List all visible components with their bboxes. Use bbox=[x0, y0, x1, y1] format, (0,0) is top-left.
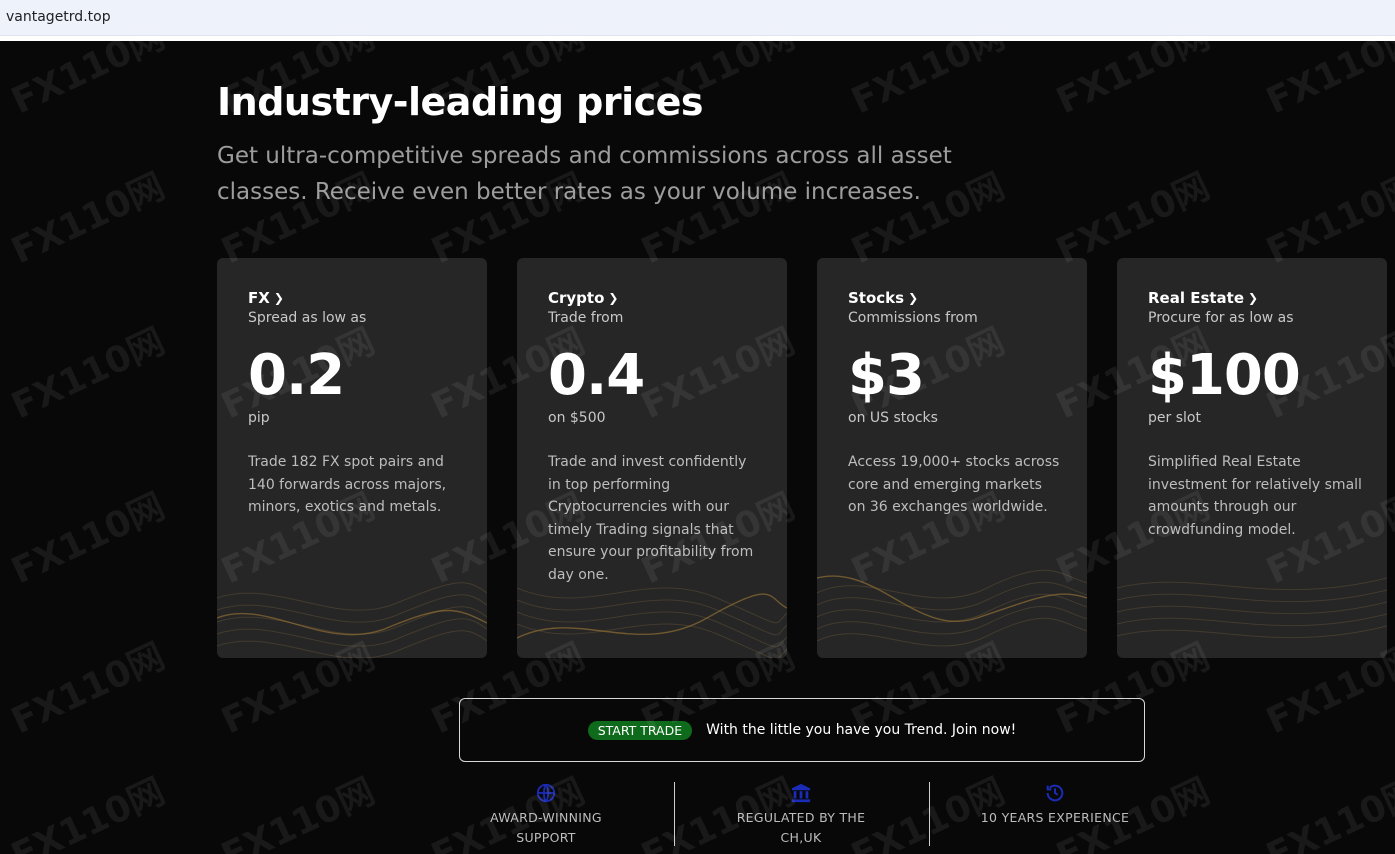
card-description: Trade 182 FX spot pairs and 140 forwards… bbox=[248, 454, 447, 515]
watermark: FX110网 bbox=[215, 771, 381, 854]
pricing-card-crypto: Crypto ❯ Trade from 0.4 on $500 Trade and… bbox=[517, 258, 787, 658]
cta-banner: START TRADE With the little you have you… bbox=[459, 698, 1145, 762]
feature-label: 10 YEARS EXPERIENCE bbox=[980, 810, 1130, 825]
page-subtitle: Get ultra-competitive spreads and commis… bbox=[217, 143, 952, 205]
card-wave-decoration bbox=[517, 587, 787, 658]
card-price: $100 bbox=[1148, 343, 1301, 408]
feature-divider bbox=[929, 782, 930, 846]
card-title: Crypto bbox=[548, 289, 605, 307]
card-wave-decoration bbox=[217, 582, 487, 658]
page-top-strip bbox=[0, 36, 1395, 41]
watermark: FX110网 bbox=[5, 636, 171, 743]
card-subtitle: Trade from bbox=[548, 310, 624, 326]
url-text[interactable]: vantagetrd.top bbox=[6, 9, 111, 25]
watermark: FX110网 bbox=[5, 486, 171, 593]
card-title-link[interactable]: FX ❯ bbox=[248, 288, 463, 308]
card-price: 0.4 bbox=[548, 343, 645, 408]
card-description: Simplified Real Estate investment for re… bbox=[1148, 454, 1362, 538]
browser-address-bar[interactable]: vantagetrd.top bbox=[0, 0, 1395, 36]
start-trade-button[interactable]: START TRADE bbox=[587, 720, 693, 740]
feature-experience: 10 YEARS EXPERIENCE bbox=[970, 782, 1140, 848]
chevron-right-icon: ❯ bbox=[273, 291, 284, 305]
card-wave-decoration bbox=[1117, 577, 1387, 639]
card-title-link[interactable]: Crypto ❯ bbox=[548, 288, 763, 308]
card-unit: on US stocks bbox=[848, 410, 938, 426]
card-description: Trade and invest confidently in top perf… bbox=[548, 454, 754, 583]
cta-text: With the little you have you Trend. Join… bbox=[706, 722, 1017, 738]
watermark: FX110网 bbox=[1260, 771, 1395, 854]
pricing-card-fx: FX ❯ Spread as low as 0.2 pip Trade 182 F… bbox=[217, 258, 487, 658]
watermark: FX110网 bbox=[5, 771, 171, 854]
chevron-right-icon: ❯ bbox=[908, 291, 919, 305]
card-unit: per slot bbox=[1148, 410, 1201, 426]
chevron-right-icon: ❯ bbox=[1248, 291, 1259, 305]
feature-label: AWARD-WINNING bbox=[490, 810, 602, 825]
card-wave-decoration bbox=[817, 569, 1087, 647]
watermark: FX110网 bbox=[5, 166, 171, 273]
card-subtitle: Spread as low as bbox=[248, 310, 367, 326]
pricing-card-real-estate: Real Estate ❯ Procure for as low as $100 … bbox=[1117, 258, 1387, 658]
feature-label: SUPPORT bbox=[516, 830, 576, 845]
globe-icon bbox=[536, 783, 556, 803]
feature-regulated: REGULATED BY THE CH,UK bbox=[721, 782, 881, 848]
card-price: 0.2 bbox=[248, 343, 345, 408]
card-unit: on $500 bbox=[548, 410, 606, 426]
card-subtitle: Procure for as low as bbox=[1148, 310, 1294, 326]
bank-icon bbox=[791, 783, 811, 803]
watermark: FX110网 bbox=[5, 321, 171, 428]
feature-label: REGULATED BY THE bbox=[736, 810, 866, 825]
history-icon bbox=[1046, 784, 1064, 802]
feature-label: CH,UK bbox=[780, 830, 822, 845]
feature-divider bbox=[674, 782, 675, 846]
card-title-link[interactable]: Stocks ❯ bbox=[848, 288, 1063, 308]
card-price: $3 bbox=[848, 343, 925, 408]
card-description: Access 19,000+ stocks across core and em… bbox=[848, 454, 1060, 515]
card-title: Real Estate bbox=[1148, 289, 1245, 307]
card-title-link[interactable]: Real Estate ❯ bbox=[1148, 288, 1363, 308]
watermark: FX110网 bbox=[1260, 166, 1395, 273]
card-title: FX bbox=[248, 289, 270, 307]
pricing-card-stocks: Stocks ❯ Commissions from $3 on US stocks… bbox=[817, 258, 1087, 658]
feature-award-winning-support: AWARD-WINNING SUPPORT bbox=[466, 782, 626, 848]
card-title: Stocks bbox=[848, 289, 905, 307]
card-subtitle: Commissions from bbox=[848, 310, 978, 326]
card-unit: pip bbox=[248, 410, 270, 426]
watermark: FX110网 bbox=[1050, 166, 1216, 273]
page-title: Industry-leading prices bbox=[217, 80, 704, 124]
chevron-right-icon: ❯ bbox=[608, 291, 619, 305]
